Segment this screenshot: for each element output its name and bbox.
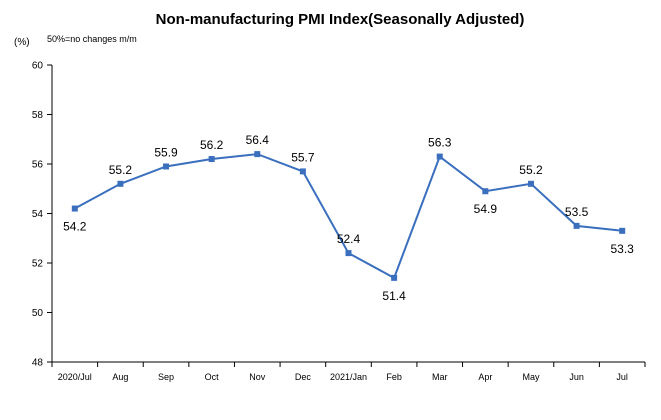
y-tick-label: 52 — [32, 259, 44, 270]
data-label: 51.4 — [382, 289, 406, 303]
data-label: 53.5 — [565, 205, 589, 219]
y-axis-unit: (%) — [14, 37, 30, 48]
data-point — [208, 156, 215, 163]
x-tick-label: Jul — [616, 372, 628, 382]
series-points — [71, 151, 626, 281]
y-tick-label: 56 — [32, 160, 44, 171]
x-tick-label: 2020/Jul — [58, 372, 92, 382]
x-tick-label: Oct — [205, 372, 220, 382]
data-point — [345, 250, 352, 257]
x-tick-label: Aug — [112, 372, 128, 382]
x-tick-label: Mar — [432, 372, 448, 382]
chart-note: 50%=no changes m/m — [47, 34, 137, 44]
data-label: 56.4 — [246, 133, 270, 147]
y-tick-labels: 48 50 52 54 56 58 60 — [32, 61, 44, 369]
data-label: 56.3 — [428, 136, 452, 150]
x-tick-label: Feb — [386, 372, 402, 382]
y-tick-label: 54 — [32, 209, 44, 220]
data-label: 52.4 — [337, 232, 361, 246]
data-point — [527, 180, 534, 187]
data-point — [436, 153, 443, 160]
x-tick-label: Dec — [295, 372, 312, 382]
x-tick-label: 2021/Jan — [330, 372, 367, 382]
data-label: 54.2 — [63, 220, 87, 234]
x-tick-label: Jun — [569, 372, 584, 382]
y-tick-label: 60 — [32, 61, 44, 72]
x-tick-label: Nov — [249, 372, 266, 382]
data-label: 56.2 — [200, 138, 224, 152]
data-label: 54.9 — [474, 202, 498, 216]
x-tick-labels: 2020/Jul Aug Sep Oct Nov Dec 2021/Jan Feb Mar Apr… — [58, 372, 628, 382]
data-point — [299, 168, 306, 175]
data-point — [71, 205, 78, 212]
data-label: 55.7 — [291, 150, 315, 164]
x-tick-label: Apr — [478, 372, 492, 382]
y-tick-label: 48 — [32, 358, 44, 369]
data-point — [573, 222, 580, 229]
data-point — [117, 180, 124, 187]
data-point — [163, 163, 170, 170]
data-labels: 54.2 55.2 55.9 56.2 56.4 55.7 52.4 51.4 56.3 54.9… — [63, 133, 634, 303]
data-label: 55.9 — [154, 145, 178, 159]
data-label: 55.2 — [519, 163, 543, 177]
data-point — [482, 188, 489, 195]
chart-title: Non-manufacturing PMI Index(Seasonally A… — [156, 11, 525, 28]
y-tick-label: 58 — [32, 110, 44, 121]
data-point — [391, 274, 398, 281]
x-tick-label: May — [522, 372, 540, 382]
data-point — [619, 227, 626, 234]
data-point — [254, 151, 261, 158]
chart-axes — [47, 64, 646, 367]
data-label: 55.2 — [109, 163, 133, 177]
x-tick-label: Sep — [158, 372, 174, 382]
data-label: 53.3 — [611, 242, 635, 256]
y-tick-label: 50 — [32, 308, 44, 319]
